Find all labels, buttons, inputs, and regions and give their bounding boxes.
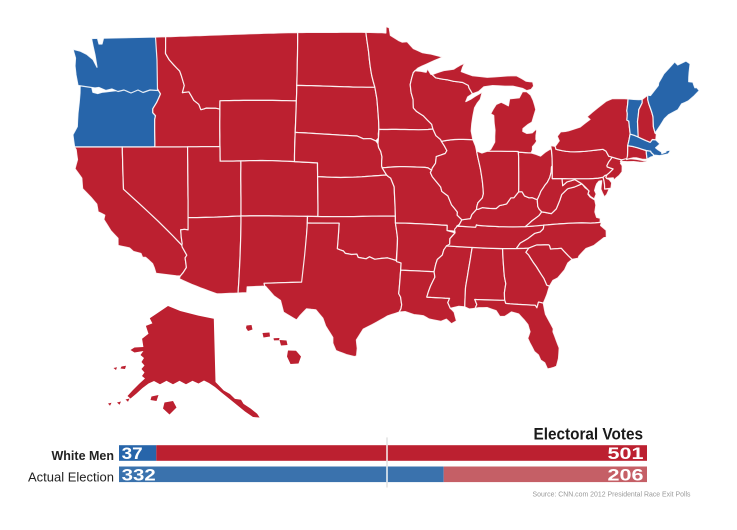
svg-text:37: 37 <box>122 445 143 463</box>
svg-text:Source: CNN.com 2012 President: Source: CNN.com 2012 Presidental Race Ex… <box>533 490 691 499</box>
svg-text:206: 206 <box>608 466 644 484</box>
svg-text:White Men: White Men <box>52 448 115 463</box>
svg-text:332: 332 <box>122 466 156 484</box>
svg-text:Electoral Votes: Electoral Votes <box>534 425 644 443</box>
svg-text:501: 501 <box>608 445 644 463</box>
svg-text:Actual Election: Actual Election <box>28 470 114 485</box>
